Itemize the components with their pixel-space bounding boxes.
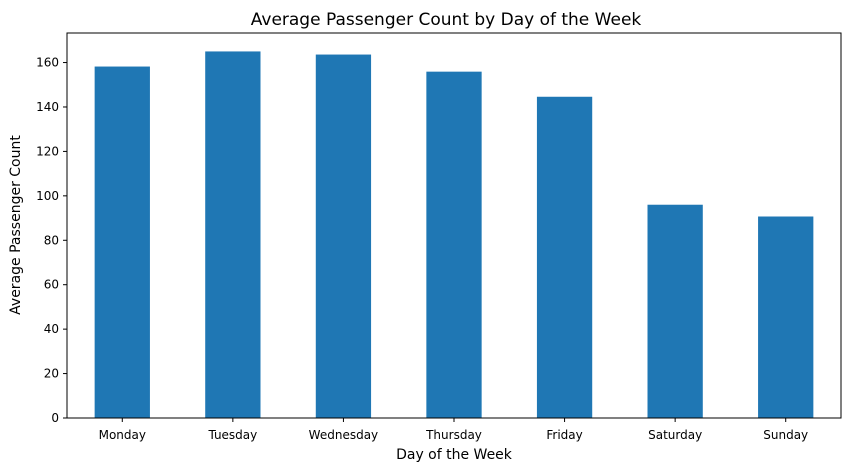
y-tick-label-60: 60: [44, 278, 59, 292]
x-axis-label: Day of the Week: [396, 447, 513, 463]
y-tick-label-160: 160: [36, 56, 59, 70]
bar-friday: [536, 96, 593, 419]
x-tick-label-monday: Monday: [99, 428, 146, 442]
x-tick-label-sunday: Sunday: [763, 428, 808, 442]
y-tick-label-120: 120: [36, 144, 59, 158]
bar-sunday: [758, 216, 814, 418]
bar-thursday: [426, 71, 482, 418]
x-tick-label-saturday: Saturday: [648, 428, 702, 442]
x-tick-label-thursday: Thursday: [425, 428, 482, 442]
x-axis: Monday Tuesday Wednesday Thursday Friday Satu…: [99, 418, 808, 442]
y-tick-label-80: 80: [44, 233, 59, 247]
y-tick-label-20: 20: [44, 367, 59, 381]
y-axis: 0 20 40 60 80 100 120 140 160: [36, 56, 67, 425]
bar-monday: [94, 66, 150, 419]
y-tick-label-140: 140: [36, 100, 59, 114]
x-tick-label-wednesday: Wednesday: [309, 428, 378, 442]
bars-group: [94, 51, 814, 419]
chart-title: Average Passenger Count by Day of the We…: [251, 10, 642, 30]
plot-frame: [66, 32, 842, 419]
bar-tuesday: [205, 51, 261, 419]
y-tick-label-40: 40: [44, 322, 59, 336]
y-axis-label: Average Passenger Count: [8, 135, 24, 315]
bar-wednesday: [315, 54, 372, 418]
x-tick-label-tuesday: Tuesday: [207, 428, 257, 442]
y-tick-label-100: 100: [36, 189, 59, 203]
bar-saturday: [647, 204, 703, 418]
y-tick-label-0: 0: [51, 411, 59, 425]
x-tick-label-friday: Friday: [546, 428, 582, 442]
